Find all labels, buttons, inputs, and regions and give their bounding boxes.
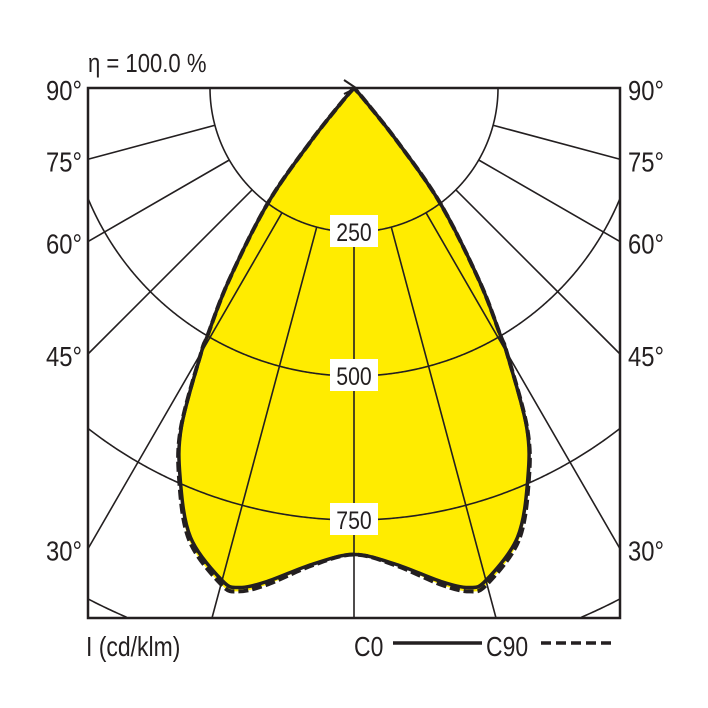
ring-label-background xyxy=(330,359,378,391)
efficiency-label: η = 100.0 % xyxy=(88,49,206,78)
ring-label-250: 250 xyxy=(336,218,371,246)
legend-c0-label: C0 xyxy=(354,632,383,663)
spoke-right-75 xyxy=(492,124,621,161)
spoke-right-45 xyxy=(455,189,621,355)
spoke-left-45 xyxy=(87,189,253,355)
polar-grid xyxy=(87,88,621,619)
ring-1000 xyxy=(87,598,621,618)
angle-label-left-45: 45° xyxy=(46,340,82,372)
radial-tick-labels: 250 500 750 xyxy=(330,215,378,535)
spoke-left-75 xyxy=(87,124,216,161)
curve-c0 xyxy=(177,88,531,590)
angle-labels-left: 90° 75° 60° 45° 30° xyxy=(46,74,82,567)
angle-label-left-60: 60° xyxy=(46,228,82,260)
angle-label-left-90: 90° xyxy=(46,74,82,106)
unit-label: I (cd/klm) xyxy=(86,632,180,663)
angle-label-left-75: 75° xyxy=(46,145,82,177)
angle-label-right-30: 30° xyxy=(628,535,664,567)
spoke-left-15 xyxy=(211,226,318,619)
ring-label-background xyxy=(330,503,378,535)
ring-label-500: 500 xyxy=(336,362,371,390)
angle-label-right-60: 60° xyxy=(628,228,664,260)
spoke-left-60 xyxy=(87,159,230,243)
ring-label-background xyxy=(330,215,378,247)
angle-label-right-45: 45° xyxy=(628,340,664,372)
spoke-right-60 xyxy=(478,159,621,243)
angle-label-right-90: 90° xyxy=(628,74,664,106)
legend-c90-label: C90 xyxy=(486,632,528,663)
spoke-right-15 xyxy=(390,226,497,619)
angle-label-left-30: 30° xyxy=(46,535,82,567)
spoke-left-30 xyxy=(87,212,283,550)
angle-label-right-75: 75° xyxy=(628,145,664,177)
apex-arrow-icon xyxy=(343,79,358,95)
angle-labels-right: 90° 75° 60° 45° 30° xyxy=(628,74,664,567)
spoke-right-30 xyxy=(425,212,621,550)
intensity-curves xyxy=(176,88,532,594)
ring-label-750: 750 xyxy=(336,506,371,534)
